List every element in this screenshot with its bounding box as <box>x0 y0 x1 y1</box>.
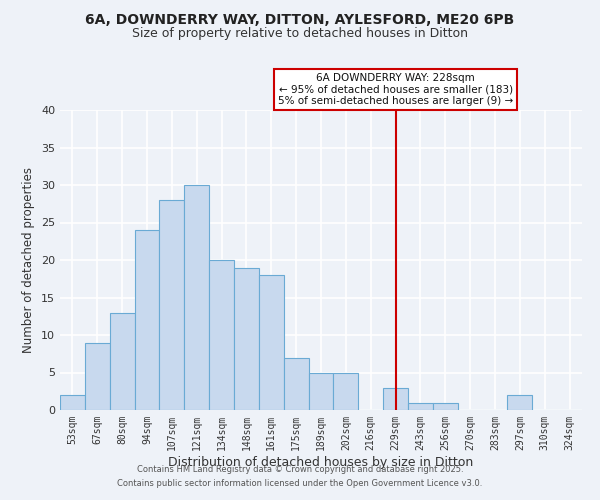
Bar <box>60 395 85 410</box>
Bar <box>209 260 234 410</box>
Bar <box>85 342 110 410</box>
Y-axis label: Number of detached properties: Number of detached properties <box>22 167 35 353</box>
Bar <box>433 402 458 410</box>
Text: 6A DOWNDERRY WAY: 228sqm
← 95% of detached houses are smaller (183)
5% of semi-d: 6A DOWNDERRY WAY: 228sqm ← 95% of detach… <box>278 73 513 106</box>
Text: Contains HM Land Registry data © Crown copyright and database right 2025.
Contai: Contains HM Land Registry data © Crown c… <box>118 466 482 487</box>
Bar <box>184 185 209 410</box>
Bar <box>110 312 134 410</box>
Bar <box>259 275 284 410</box>
Bar <box>408 402 433 410</box>
Bar <box>308 372 334 410</box>
Bar <box>284 358 308 410</box>
Bar <box>508 395 532 410</box>
Bar <box>334 372 358 410</box>
X-axis label: Distribution of detached houses by size in Ditton: Distribution of detached houses by size … <box>169 456 473 468</box>
Bar <box>234 268 259 410</box>
Text: 6A, DOWNDERRY WAY, DITTON, AYLESFORD, ME20 6PB: 6A, DOWNDERRY WAY, DITTON, AYLESFORD, ME… <box>85 12 515 26</box>
Bar <box>383 388 408 410</box>
Text: Size of property relative to detached houses in Ditton: Size of property relative to detached ho… <box>132 28 468 40</box>
Bar <box>160 200 184 410</box>
Bar <box>134 230 160 410</box>
